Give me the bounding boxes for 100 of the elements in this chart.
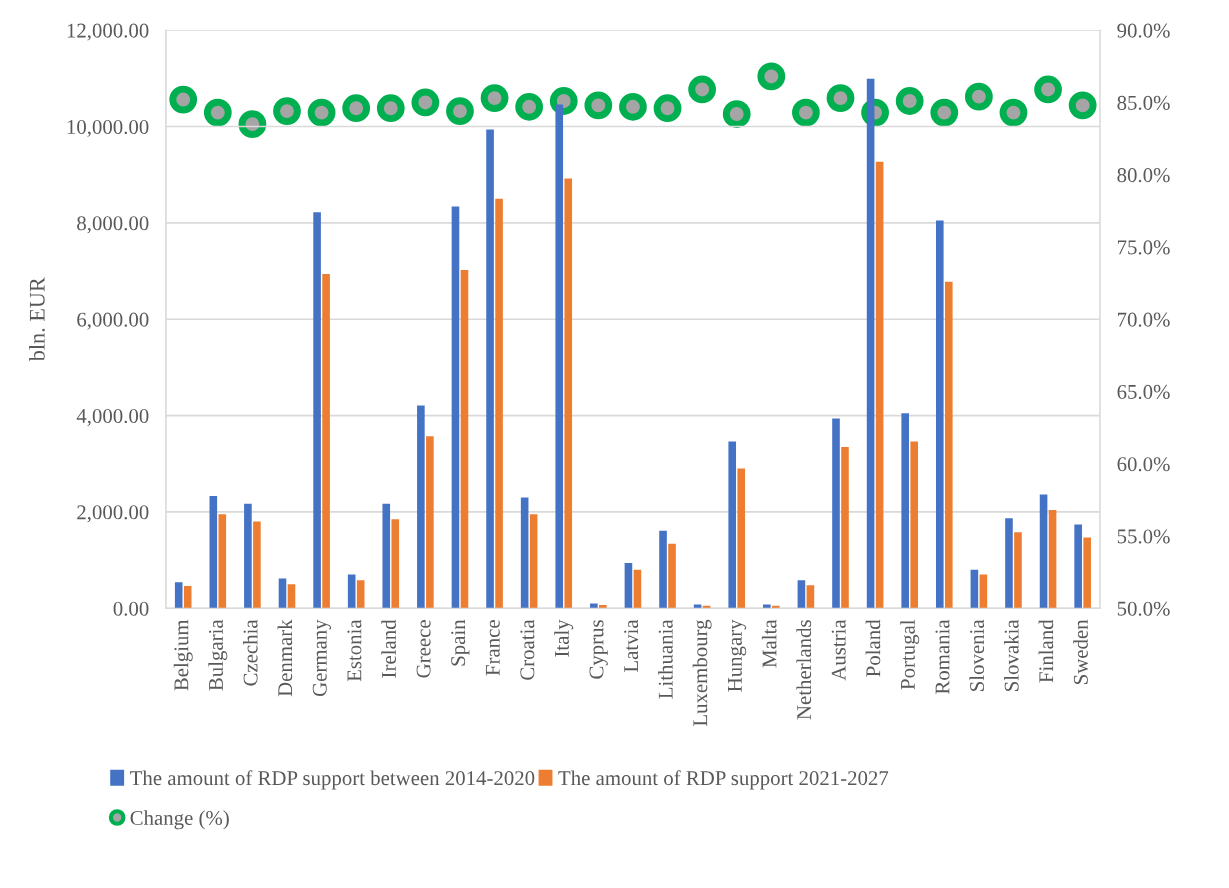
point <box>619 92 647 121</box>
bar <box>728 441 737 609</box>
bar <box>1005 518 1013 609</box>
x-tick-label: Greece <box>416 620 431 678</box>
bar <box>832 418 840 609</box>
point <box>411 88 440 117</box>
y2-tick-label: 90.0% <box>1117 23 1170 38</box>
x-tick-label: Sweden <box>1073 619 1088 684</box>
y-tick-label: 10,000.00 <box>67 119 149 137</box>
x-tick-label: Slovakia <box>1004 619 1019 691</box>
legend-label: The amount of RDP support between 2014-2020 <box>130 770 535 790</box>
bar <box>737 468 746 609</box>
legend-label: Change (%) <box>130 810 229 830</box>
bar <box>495 198 503 609</box>
bar <box>806 585 815 609</box>
bar <box>1048 510 1057 609</box>
point <box>480 84 509 112</box>
point <box>584 91 613 120</box>
y2-tick-label: 65.0% <box>1117 384 1170 400</box>
bar <box>590 603 598 609</box>
x-tick-label: Austria <box>831 619 846 681</box>
bar <box>356 580 365 609</box>
y2-tick-label: 75.0% <box>1118 240 1170 255</box>
y2-tick-label: 50.0% <box>1117 601 1170 616</box>
x-tick-label: Estonia <box>347 619 362 682</box>
bar <box>278 578 287 609</box>
x-tick-label: Slovenia <box>969 619 985 691</box>
x-tick-label: Finland <box>1038 619 1054 683</box>
point <box>1068 91 1097 120</box>
y2-tick-label: 85.0% <box>1117 95 1170 110</box>
x-tick-label: Luxembourg <box>692 619 712 727</box>
x-tick-label: Netherlands <box>796 620 812 720</box>
y2-tick-label: 70.0% <box>1118 312 1170 327</box>
point <box>169 85 198 114</box>
bar <box>183 586 192 609</box>
point <box>1034 75 1062 104</box>
bar <box>624 563 633 609</box>
legend-label: The amount of RDP support 2021-2027 <box>558 770 889 790</box>
point <box>446 97 474 126</box>
bar <box>174 582 183 609</box>
bar <box>944 281 953 609</box>
point <box>342 94 371 123</box>
bar <box>659 530 667 609</box>
bar <box>382 503 391 609</box>
bar <box>668 543 676 609</box>
point <box>930 98 959 127</box>
y-tick-label: 8,000.00 <box>77 216 149 234</box>
bar <box>460 270 469 609</box>
bar <box>451 206 460 609</box>
y2-tick-label: 55.0% <box>1117 529 1170 544</box>
bar <box>1039 494 1048 609</box>
bar <box>555 104 564 609</box>
bar <box>633 569 642 609</box>
y-axis-title: bln. EUR <box>29 277 45 362</box>
bar <box>347 574 356 609</box>
bar <box>1083 537 1091 609</box>
y2-tick-label: 60.0% <box>1117 457 1170 472</box>
x-tick-label: Hungary <box>728 619 747 692</box>
bar <box>1014 532 1022 609</box>
x-tick-label: Poland <box>865 619 881 677</box>
x-tick-label: Italy <box>554 619 574 657</box>
x-tick-label: Denmark <box>277 619 293 697</box>
x-tick-label: Latvia <box>624 619 639 673</box>
bar <box>287 584 296 609</box>
x-tick-label: Belgium <box>173 619 193 691</box>
point <box>515 92 544 121</box>
bar <box>866 78 875 609</box>
bar <box>322 273 330 609</box>
bar <box>599 604 607 609</box>
x-tick-label: Croatia <box>520 619 535 680</box>
y-tick-label: 2,000.00 <box>77 505 149 523</box>
point <box>964 82 993 111</box>
bar <box>979 574 988 609</box>
bar <box>910 441 918 609</box>
y-tick-label: 4,000.00 <box>76 408 149 427</box>
x-tick-label: Portugal <box>900 619 920 690</box>
bar <box>486 129 494 609</box>
bar <box>417 405 425 609</box>
bar <box>564 178 573 609</box>
y2-tick-label: 80.0% <box>1117 168 1170 183</box>
x-tick-label: Czechia <box>242 619 258 686</box>
point <box>999 98 1028 127</box>
point <box>653 94 682 123</box>
bar <box>797 580 806 609</box>
bar <box>763 604 771 609</box>
point <box>792 98 820 127</box>
x-tick-label: Germany <box>312 619 332 697</box>
x-tick-label: Cyprus <box>589 620 608 679</box>
x-tick-label: Spain <box>451 619 470 666</box>
bar <box>529 514 538 609</box>
bar <box>875 161 884 609</box>
bar <box>244 503 252 609</box>
x-tick-label: Bulgaria <box>208 619 228 691</box>
point <box>722 100 751 128</box>
y-tick-label: 0.00 <box>113 601 149 616</box>
bar <box>693 604 702 609</box>
bar <box>253 521 261 609</box>
x-tick-label: France <box>485 620 500 676</box>
bar <box>520 497 529 609</box>
x-tick-label: Ireland <box>381 619 396 678</box>
